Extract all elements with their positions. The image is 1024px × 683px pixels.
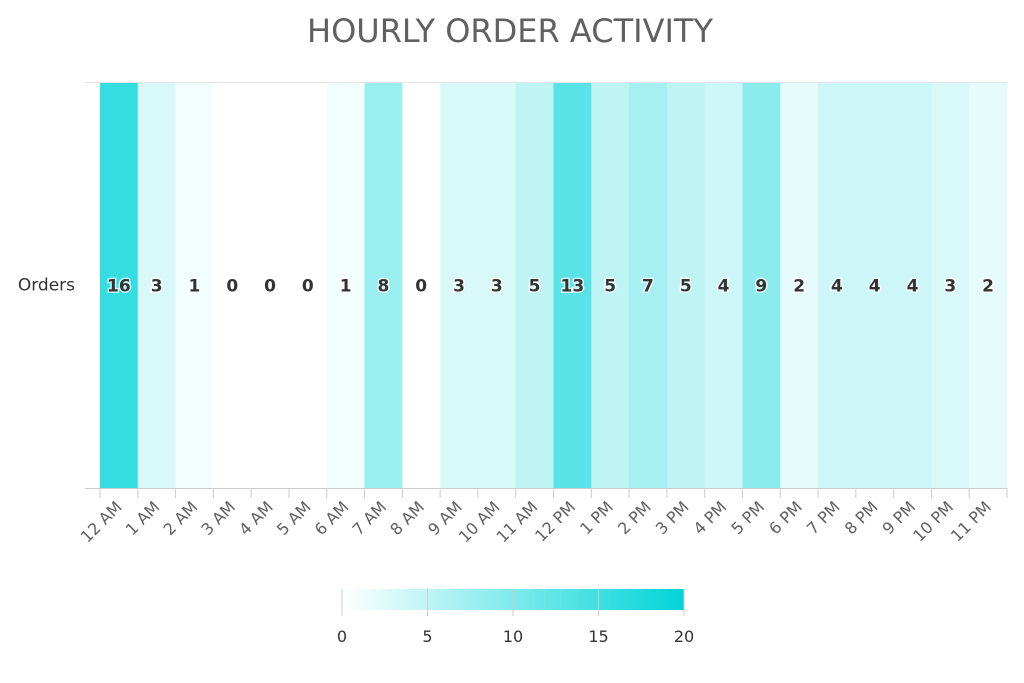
legend-tick-label: 20 (674, 627, 694, 646)
heatmap-cell (137, 83, 177, 488)
heatmap-cell (666, 83, 706, 488)
x-tick-label: 11 AM (492, 497, 541, 546)
x-tick-label: 12 AM (77, 497, 126, 546)
chart-title: HOURLY ORDER ACTIVITY (307, 12, 713, 50)
cell-value-label: 8 (378, 277, 390, 297)
cell-value-label: 0 (302, 277, 314, 297)
x-axis-labels: 12 AM1 AM2 AM3 AM4 AM5 AM6 AM7 AM8 AM9 A… (77, 497, 995, 546)
cell-value-label: 4 (831, 277, 843, 297)
heatmap-cell (893, 83, 932, 488)
heatmap-cell (288, 83, 328, 488)
heatmap-cell (780, 83, 819, 488)
cell-value-label: 13 (561, 277, 585, 297)
heatmap-cell (818, 83, 857, 488)
cell-value-label: 3 (151, 277, 163, 297)
cell-value-label: 3 (453, 277, 465, 297)
cell-value-label: 0 (264, 277, 276, 297)
heatmap-cell (326, 83, 366, 488)
legend-ticks: 0 5 10 15 20 (337, 589, 694, 646)
heatmap-cell (969, 83, 1008, 488)
heatmap-cell (704, 83, 743, 488)
heatmap-cell (742, 83, 781, 488)
legend-tick-label: 0 (337, 627, 347, 646)
x-tick-label: 11 PM (947, 497, 995, 545)
cell-value-label: 5 (529, 277, 541, 297)
cell-value-label: 9 (755, 277, 767, 297)
x-tick-label: 4 AM (235, 497, 277, 539)
cell-value-label: 4 (869, 277, 881, 297)
color-legend: 0 5 10 15 20 (337, 589, 694, 646)
x-tick-label: 3 PM (652, 497, 693, 538)
legend-tick-label: 5 (422, 627, 432, 646)
heatmap-cell (931, 83, 970, 488)
heatmap-cell (175, 83, 214, 488)
x-tick-label: 8 PM (841, 497, 882, 538)
heatmap-cell (855, 83, 895, 488)
cell-value-label: 3 (944, 277, 956, 297)
heatmap-cells (100, 83, 1008, 488)
cell-value-label: 1 (340, 277, 352, 297)
cell-value-label: 5 (604, 277, 616, 297)
legend-tick-label: 15 (588, 627, 608, 646)
heatmap-cell (251, 83, 290, 488)
heatmap-cell (591, 83, 630, 488)
x-tick-label: 3 AM (197, 497, 239, 539)
x-tick-label: 12 PM (531, 497, 579, 545)
cell-value-label: 7 (642, 277, 654, 297)
heatmap-cell (477, 83, 517, 488)
x-axis-ticks (99, 488, 1008, 498)
heatmap-cell-labels: 16 3 1 0 0 0 1 8 0 3 3 5 13 5 7 5 4 9 2 4 4 4 3 2 (106, 275, 996, 298)
x-tick-label: 2 AM (160, 497, 202, 539)
x-tick-label: 1 PM (576, 497, 617, 538)
cell-value-label: 0 (226, 277, 238, 297)
x-tick-label: 4 PM (690, 497, 731, 538)
heatmap-cell (100, 83, 139, 488)
x-tick-label: 10 PM (909, 497, 957, 545)
heatmap-cell (440, 83, 479, 488)
x-tick-label: 5 PM (727, 497, 768, 538)
cell-value-label: 4 (718, 277, 730, 297)
cell-value-label: 0 (415, 277, 427, 297)
x-tick-label: 10 AM (455, 497, 504, 546)
cell-value-label: 3 (491, 277, 503, 297)
x-tick-label: 1 AM (122, 497, 164, 539)
x-tick-label: 6 PM (765, 497, 806, 538)
cell-value-label: 1 (189, 277, 201, 297)
x-tick-label: 5 AM (273, 497, 315, 539)
x-tick-label: 2 PM (614, 497, 655, 538)
cell-value-label: 4 (907, 277, 919, 297)
x-tick-label: 7 PM (803, 497, 844, 538)
y-category-label: Orders (18, 276, 75, 296)
heatmap-cell (553, 83, 592, 488)
heatmap-cell (213, 83, 252, 488)
x-tick-label: 6 AM (311, 497, 353, 539)
heatmap-cell (629, 83, 668, 488)
heatmap-cell (364, 83, 403, 488)
cell-value-label: 5 (680, 277, 692, 297)
y-axis-labels: Orders (18, 276, 75, 296)
heatmap-cell (402, 83, 441, 488)
cell-value-label: 2 (793, 277, 805, 297)
cell-value-label: 2 (982, 277, 994, 297)
x-tick-label: 8 AM (386, 497, 428, 539)
legend-tick-label: 10 (503, 627, 523, 646)
heatmap-cell (515, 83, 554, 488)
cell-value-label: 16 (107, 277, 131, 297)
x-tick-label: 7 AM (349, 497, 391, 539)
